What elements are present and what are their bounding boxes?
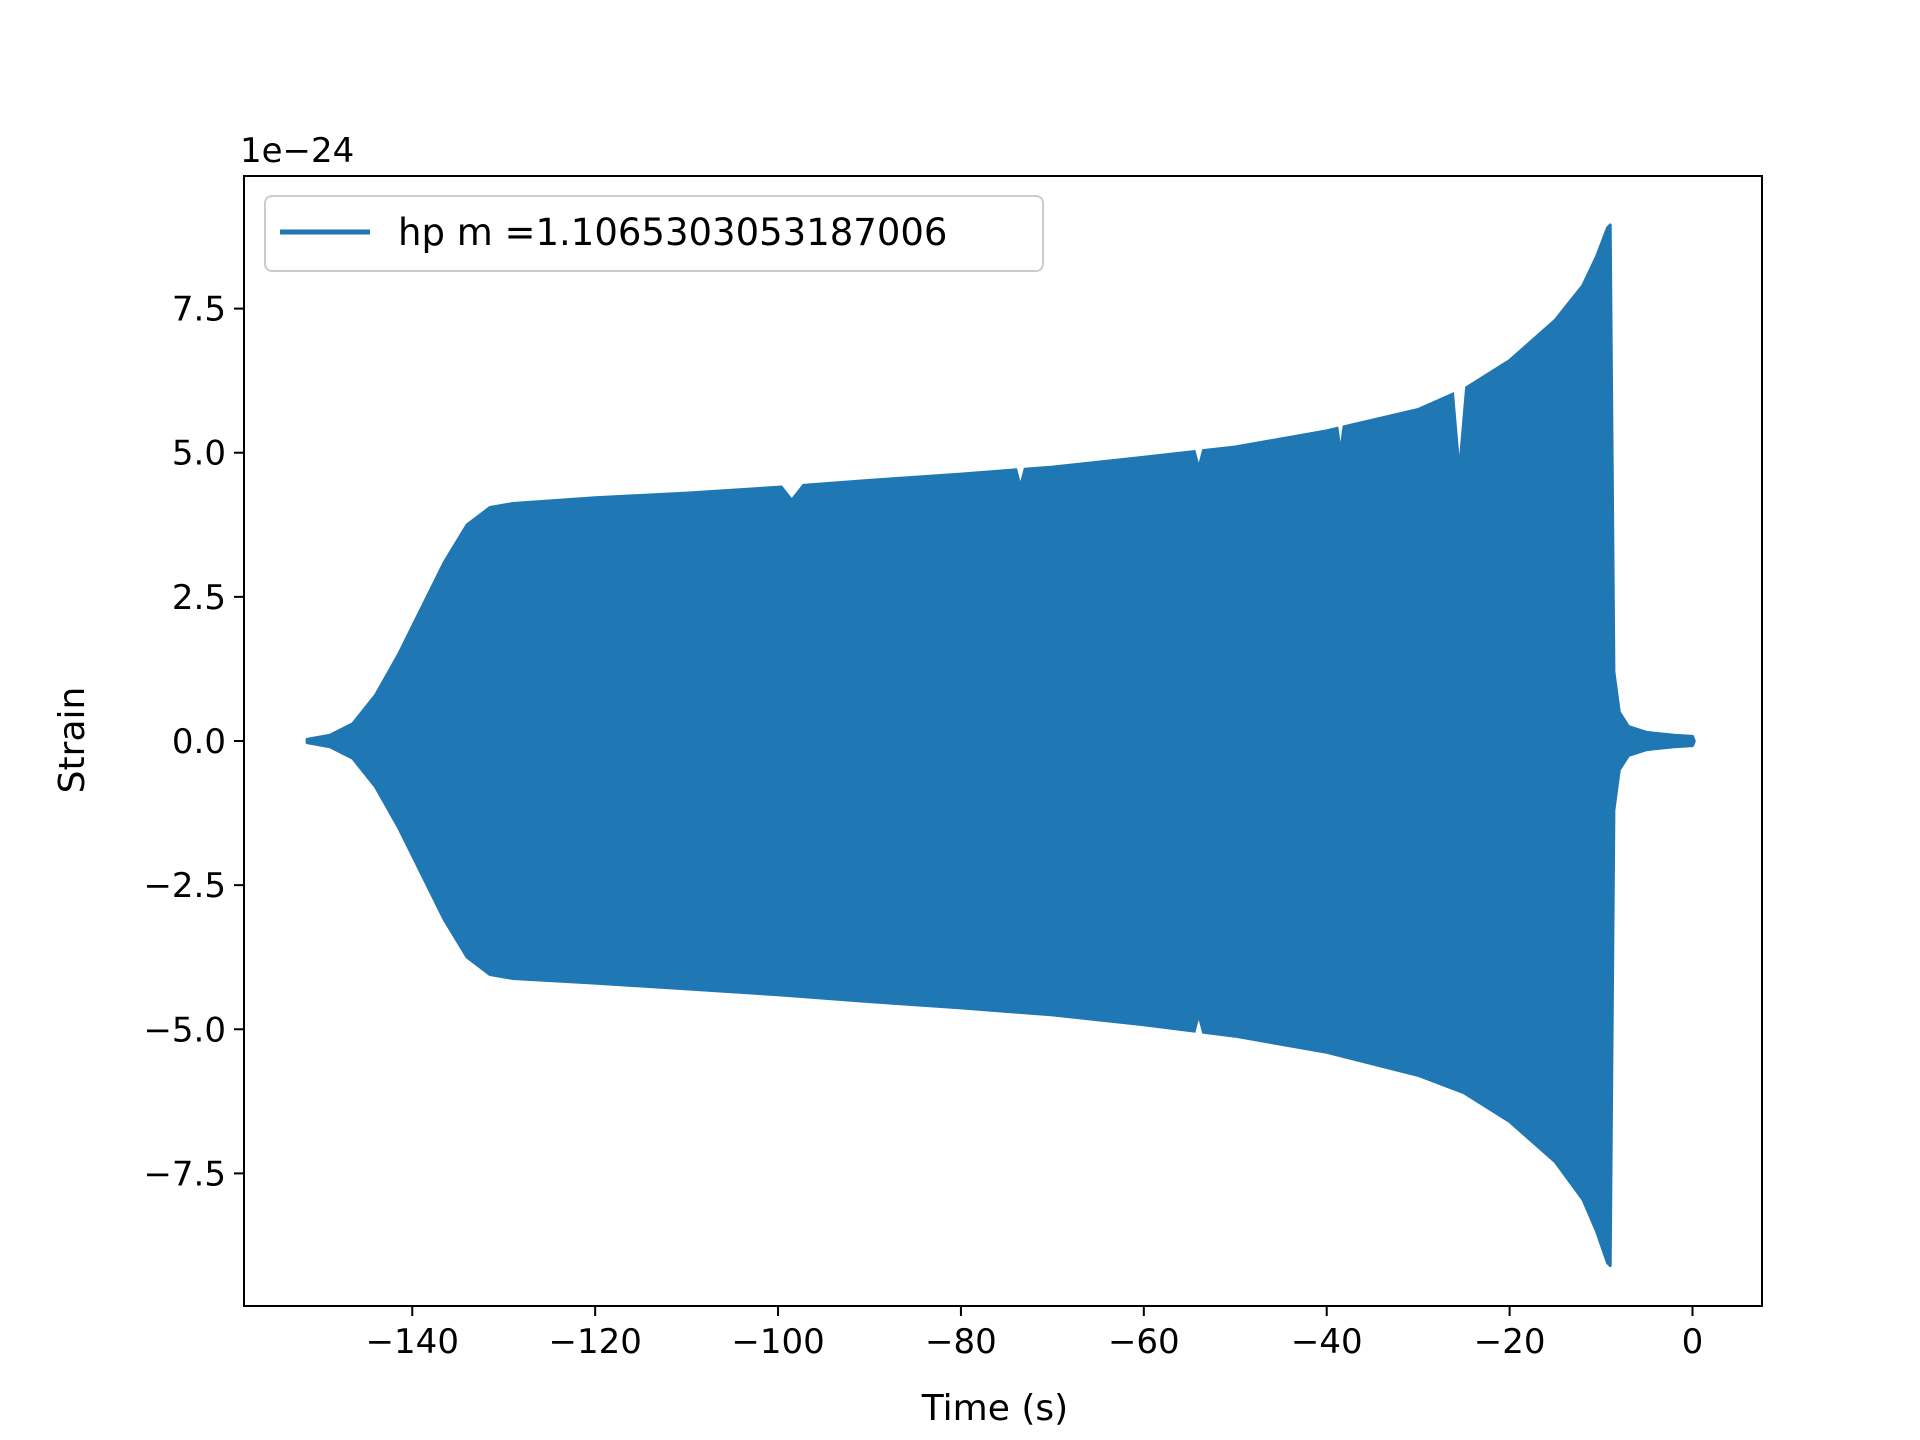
notch-lower-2 [1194,1020,1204,1038]
x-axis-label: Time (s) [921,1388,1068,1429]
y-tick-label-4: −2.5 [143,866,226,906]
x-tick-label-5: −40 [1291,1322,1363,1362]
waveform-notches [778,385,1466,1038]
x-tick-label-0: −140 [366,1322,459,1362]
y-tick-label-3: 0.0 [172,722,226,762]
notch-upper-3 [1337,421,1344,443]
legend: hp m =1.1065303053187006 [264,195,1044,272]
notch-upper-2 [1194,445,1204,463]
x-tick-label-3: −80 [925,1322,997,1362]
x-axis-ticks: −140 −120 −100 −80 −60 −40 −20 0 [366,1306,1704,1362]
y-tick-label-0: 7.5 [172,290,226,330]
x-tick-label-6: −20 [1474,1322,1546,1362]
plot-area [243,175,1763,1307]
x-tick-label-4: −60 [1108,1322,1180,1362]
y-axis-label: Strain [52,687,93,794]
y-offset-label: 1e−24 [240,131,354,171]
y-tick-label-1: 5.0 [172,434,226,474]
legend-box [264,195,1044,272]
y-tick-label-2: 2.5 [172,578,226,618]
legend-entry-label: hp m =1.1065303053187006 [398,211,947,254]
x-tick-label-1: −120 [548,1322,641,1362]
notch-upper-1 [1015,463,1025,482]
x-tick-label-7: 0 [1682,1322,1704,1362]
y-tick-label-5: −5.0 [143,1010,226,1050]
notch-upper-4 [1453,385,1466,455]
x-tick-label-2: −100 [731,1322,824,1362]
series-hp-waveform [305,223,1696,1268]
y-axis-ticks: 7.5 5.0 2.5 0.0 −2.5 −5.0 −7.5 [143,290,244,1194]
notch-upper-0 [778,480,806,498]
y-tick-label-6: −7.5 [143,1154,226,1194]
